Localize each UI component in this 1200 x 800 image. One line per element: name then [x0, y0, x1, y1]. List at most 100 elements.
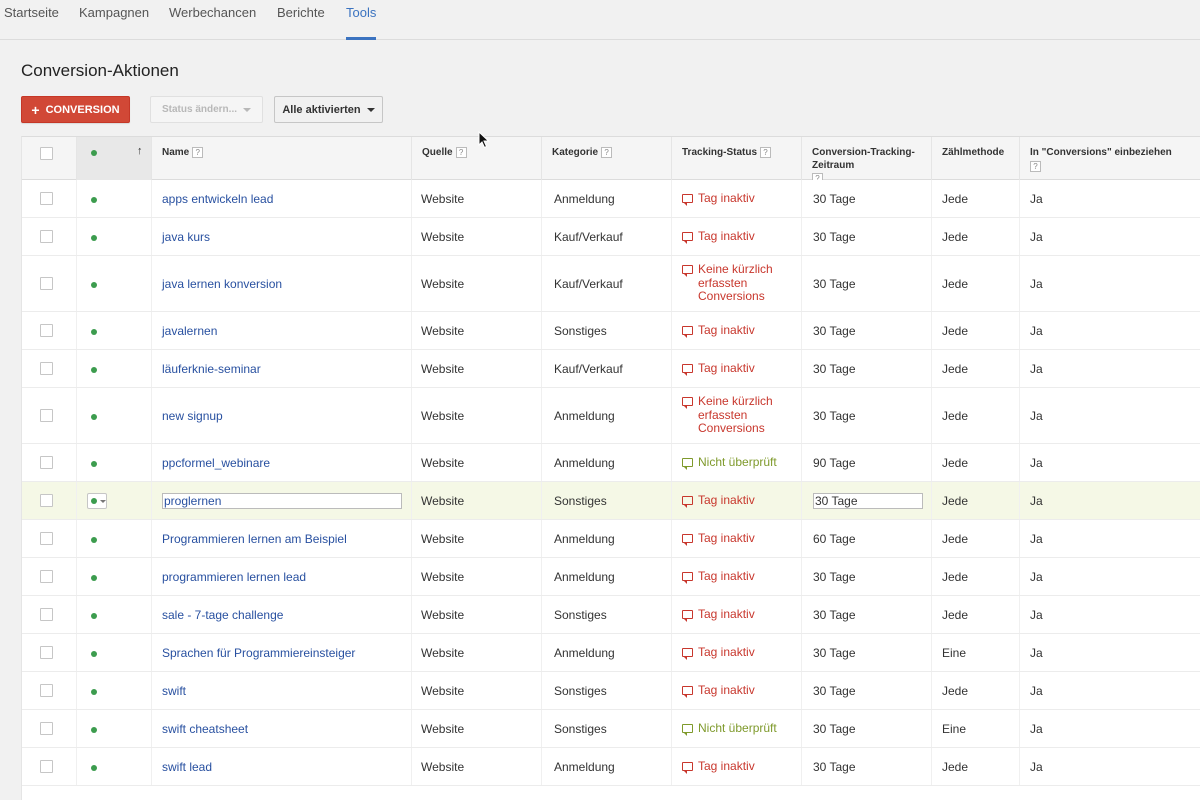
table-row[interactable]: java lernen konversion Website Kauf/Verkau… [22, 256, 1200, 312]
row-name[interactable]: läuferknie-seminar [152, 350, 412, 387]
row-name[interactable]: apps entwickeln lead [152, 180, 412, 217]
row-status[interactable]: Tag inaktiv [672, 634, 802, 671]
row-checkbox[interactable] [40, 456, 53, 469]
tab-kampagnen[interactable]: Kampagnen [79, 5, 150, 20]
row-checkbox[interactable] [40, 277, 53, 290]
status-dropdown[interactable] [87, 493, 107, 509]
row-name[interactable]: java kurs [152, 218, 412, 255]
tab-startseite[interactable]: Startseite [4, 5, 59, 20]
table-row[interactable]: apps entwickeln lead Website Anmeldung Tag … [22, 180, 1200, 218]
row-status[interactable]: Tag inaktiv [672, 748, 802, 785]
table-row[interactable]: swift cheatsheet Website Sonstiges Nicht üb… [22, 710, 1200, 748]
table-row[interactable]: java kurs Website Kauf/Verkauf Tag inaktiv 3… [22, 218, 1200, 256]
table-row[interactable]: swift lead Website Anmeldung Tag inaktiv 30 … [22, 748, 1200, 786]
row-name-text[interactable]: ppcformel_webinare [162, 455, 271, 470]
row-name-text[interactable]: swift [162, 683, 186, 698]
row-status[interactable]: Tag inaktiv [672, 558, 802, 595]
row-name-text[interactable]: java lernen konversion [162, 276, 283, 291]
table-row[interactable]: Sprachen für Programmiereinsteiger Websit… [22, 634, 1200, 672]
table-row[interactable]: Programmieren lernen am Beispiel Website A… [22, 520, 1200, 558]
header-include[interactable]: In "Conversions" einbeziehen? [1020, 137, 1200, 180]
row-name-text[interactable]: swift cheatsheet [162, 721, 249, 736]
help-icon[interactable]: ? [760, 146, 772, 158]
header-category[interactable]: Kategorie? [542, 137, 672, 180]
table-row[interactable]: programmieren lernen lead Website Anmeldun… [22, 558, 1200, 596]
row-name-text[interactable]: Sprachen für Programmiereinsteiger [162, 645, 356, 660]
header-tracking-window[interactable]: Conversion-Tracking-Zeitraum? [802, 137, 932, 184]
table-row[interactable]: läuferknie-seminar Website Kauf/Verkauf Tag… [22, 350, 1200, 388]
row-name[interactable]: javalernen [152, 312, 412, 349]
table-row[interactable]: ppcformel_webinare Website Anmeldung Nicht … [22, 444, 1200, 482]
header-source[interactable]: Quelle? [412, 137, 542, 180]
row-status[interactable]: Tag inaktiv [672, 596, 802, 633]
filter-dropdown[interactable]: Alle aktivierten [274, 96, 383, 123]
table-row[interactable]: javalernen Website Sonstiges Tag inaktiv 30 … [22, 312, 1200, 350]
row-name[interactable]: sale - 7-tage challenge [152, 596, 412, 633]
help-icon[interactable]: ? [192, 146, 204, 158]
row-name-text[interactable]: new signup [162, 408, 223, 423]
table-row[interactable]: new signup Website Anmeldung Keine kürzlich… [22, 388, 1200, 444]
row-name[interactable]: new signup [152, 388, 412, 443]
add-conversion-button[interactable]: + CONVERSION [21, 96, 130, 123]
row-checkbox[interactable] [40, 760, 53, 773]
tab-tools[interactable]: Tools [346, 0, 377, 40]
row-status[interactable]: Tag inaktiv [672, 312, 802, 349]
row-checkbox[interactable] [40, 684, 53, 697]
header-tracking-status[interactable]: Tracking-Status? [672, 137, 802, 180]
row-name[interactable]: swift [152, 672, 412, 709]
row-name-text[interactable]: programmieren lernen lead [162, 569, 307, 584]
row-status[interactable]: Tag inaktiv [672, 218, 802, 255]
table-row[interactable]: proglernen Website Sonstiges Tag inaktiv 30 … [22, 482, 1200, 520]
row-checkbox[interactable] [40, 230, 53, 243]
row-name[interactable]: ppcformel_webinare [152, 444, 412, 481]
row-status[interactable]: Nicht überprüft [672, 710, 802, 747]
row-name[interactable]: Programmieren lernen am Beispiel [152, 520, 412, 557]
select-all-checkbox[interactable] [40, 147, 53, 160]
header-counting[interactable]: Zählmethode [932, 137, 1020, 180]
row-name[interactable]: programmieren lernen lead [152, 558, 412, 595]
change-status-button[interactable]: Status ändern... [150, 96, 263, 123]
row-name-text[interactable]: sale - 7-tage challenge [162, 607, 284, 622]
row-checkbox[interactable] [40, 494, 53, 507]
row-checkbox[interactable] [40, 192, 53, 205]
row-name-text[interactable]: javalernen [162, 323, 218, 338]
help-icon[interactable]: ? [601, 146, 613, 158]
row-checkbox[interactable] [40, 570, 53, 583]
header-status-cell[interactable]: ↑ [77, 137, 152, 180]
row-checkbox[interactable] [40, 532, 53, 545]
row-name-text[interactable]: apps entwickeln lead [162, 191, 274, 206]
row-source: Website [412, 180, 542, 217]
row-name-text[interactable]: läuferknie-seminar [162, 361, 261, 376]
row-status[interactable]: Tag inaktiv [672, 482, 802, 519]
table-row[interactable]: swift Website Sonstiges Tag inaktiv 30 Tage J… [22, 672, 1200, 710]
name-edit-field[interactable]: proglernen [162, 493, 402, 509]
row-status[interactable]: Nicht überprüft [672, 444, 802, 481]
row-checkbox[interactable] [40, 324, 53, 337]
help-icon[interactable]: ? [1030, 161, 1041, 172]
row-name[interactable]: java lernen konversion [152, 256, 412, 311]
row-name[interactable]: swift cheatsheet [152, 710, 412, 747]
row-name[interactable]: Sprachen für Programmiereinsteiger [152, 634, 412, 671]
row-status[interactable]: Keine kürzlich erfassten Conversions [672, 388, 802, 443]
tab-werbechancen[interactable]: Werbechancen [169, 5, 257, 20]
window-edit-field[interactable]: 30 Tage [813, 493, 923, 509]
row-checkbox[interactable] [40, 409, 53, 422]
row-checkbox[interactable] [40, 722, 53, 735]
tab-berichte[interactable]: Berichte [277, 5, 325, 20]
row-status[interactable]: Tag inaktiv [672, 520, 802, 557]
row-name-text[interactable]: swift lead [162, 759, 213, 774]
row-checkbox[interactable] [40, 646, 53, 659]
row-status[interactable]: Tag inaktiv [672, 180, 802, 217]
row-name-text[interactable]: Programmieren lernen am Beispiel [162, 531, 347, 546]
row-name[interactable]: proglernen [152, 482, 412, 519]
row-checkbox[interactable] [40, 362, 53, 375]
row-name-text[interactable]: java kurs [162, 229, 211, 244]
row-status[interactable]: Tag inaktiv [672, 672, 802, 709]
row-checkbox[interactable] [40, 608, 53, 621]
row-status[interactable]: Tag inaktiv [672, 350, 802, 387]
header-name[interactable]: Name? [152, 137, 412, 180]
row-name[interactable]: swift lead [152, 748, 412, 785]
table-row[interactable]: sale - 7-tage challenge Website Sonstiges T… [22, 596, 1200, 634]
help-icon[interactable]: ? [455, 146, 467, 158]
row-status[interactable]: Keine kürzlich erfassten Conversions [672, 256, 802, 311]
